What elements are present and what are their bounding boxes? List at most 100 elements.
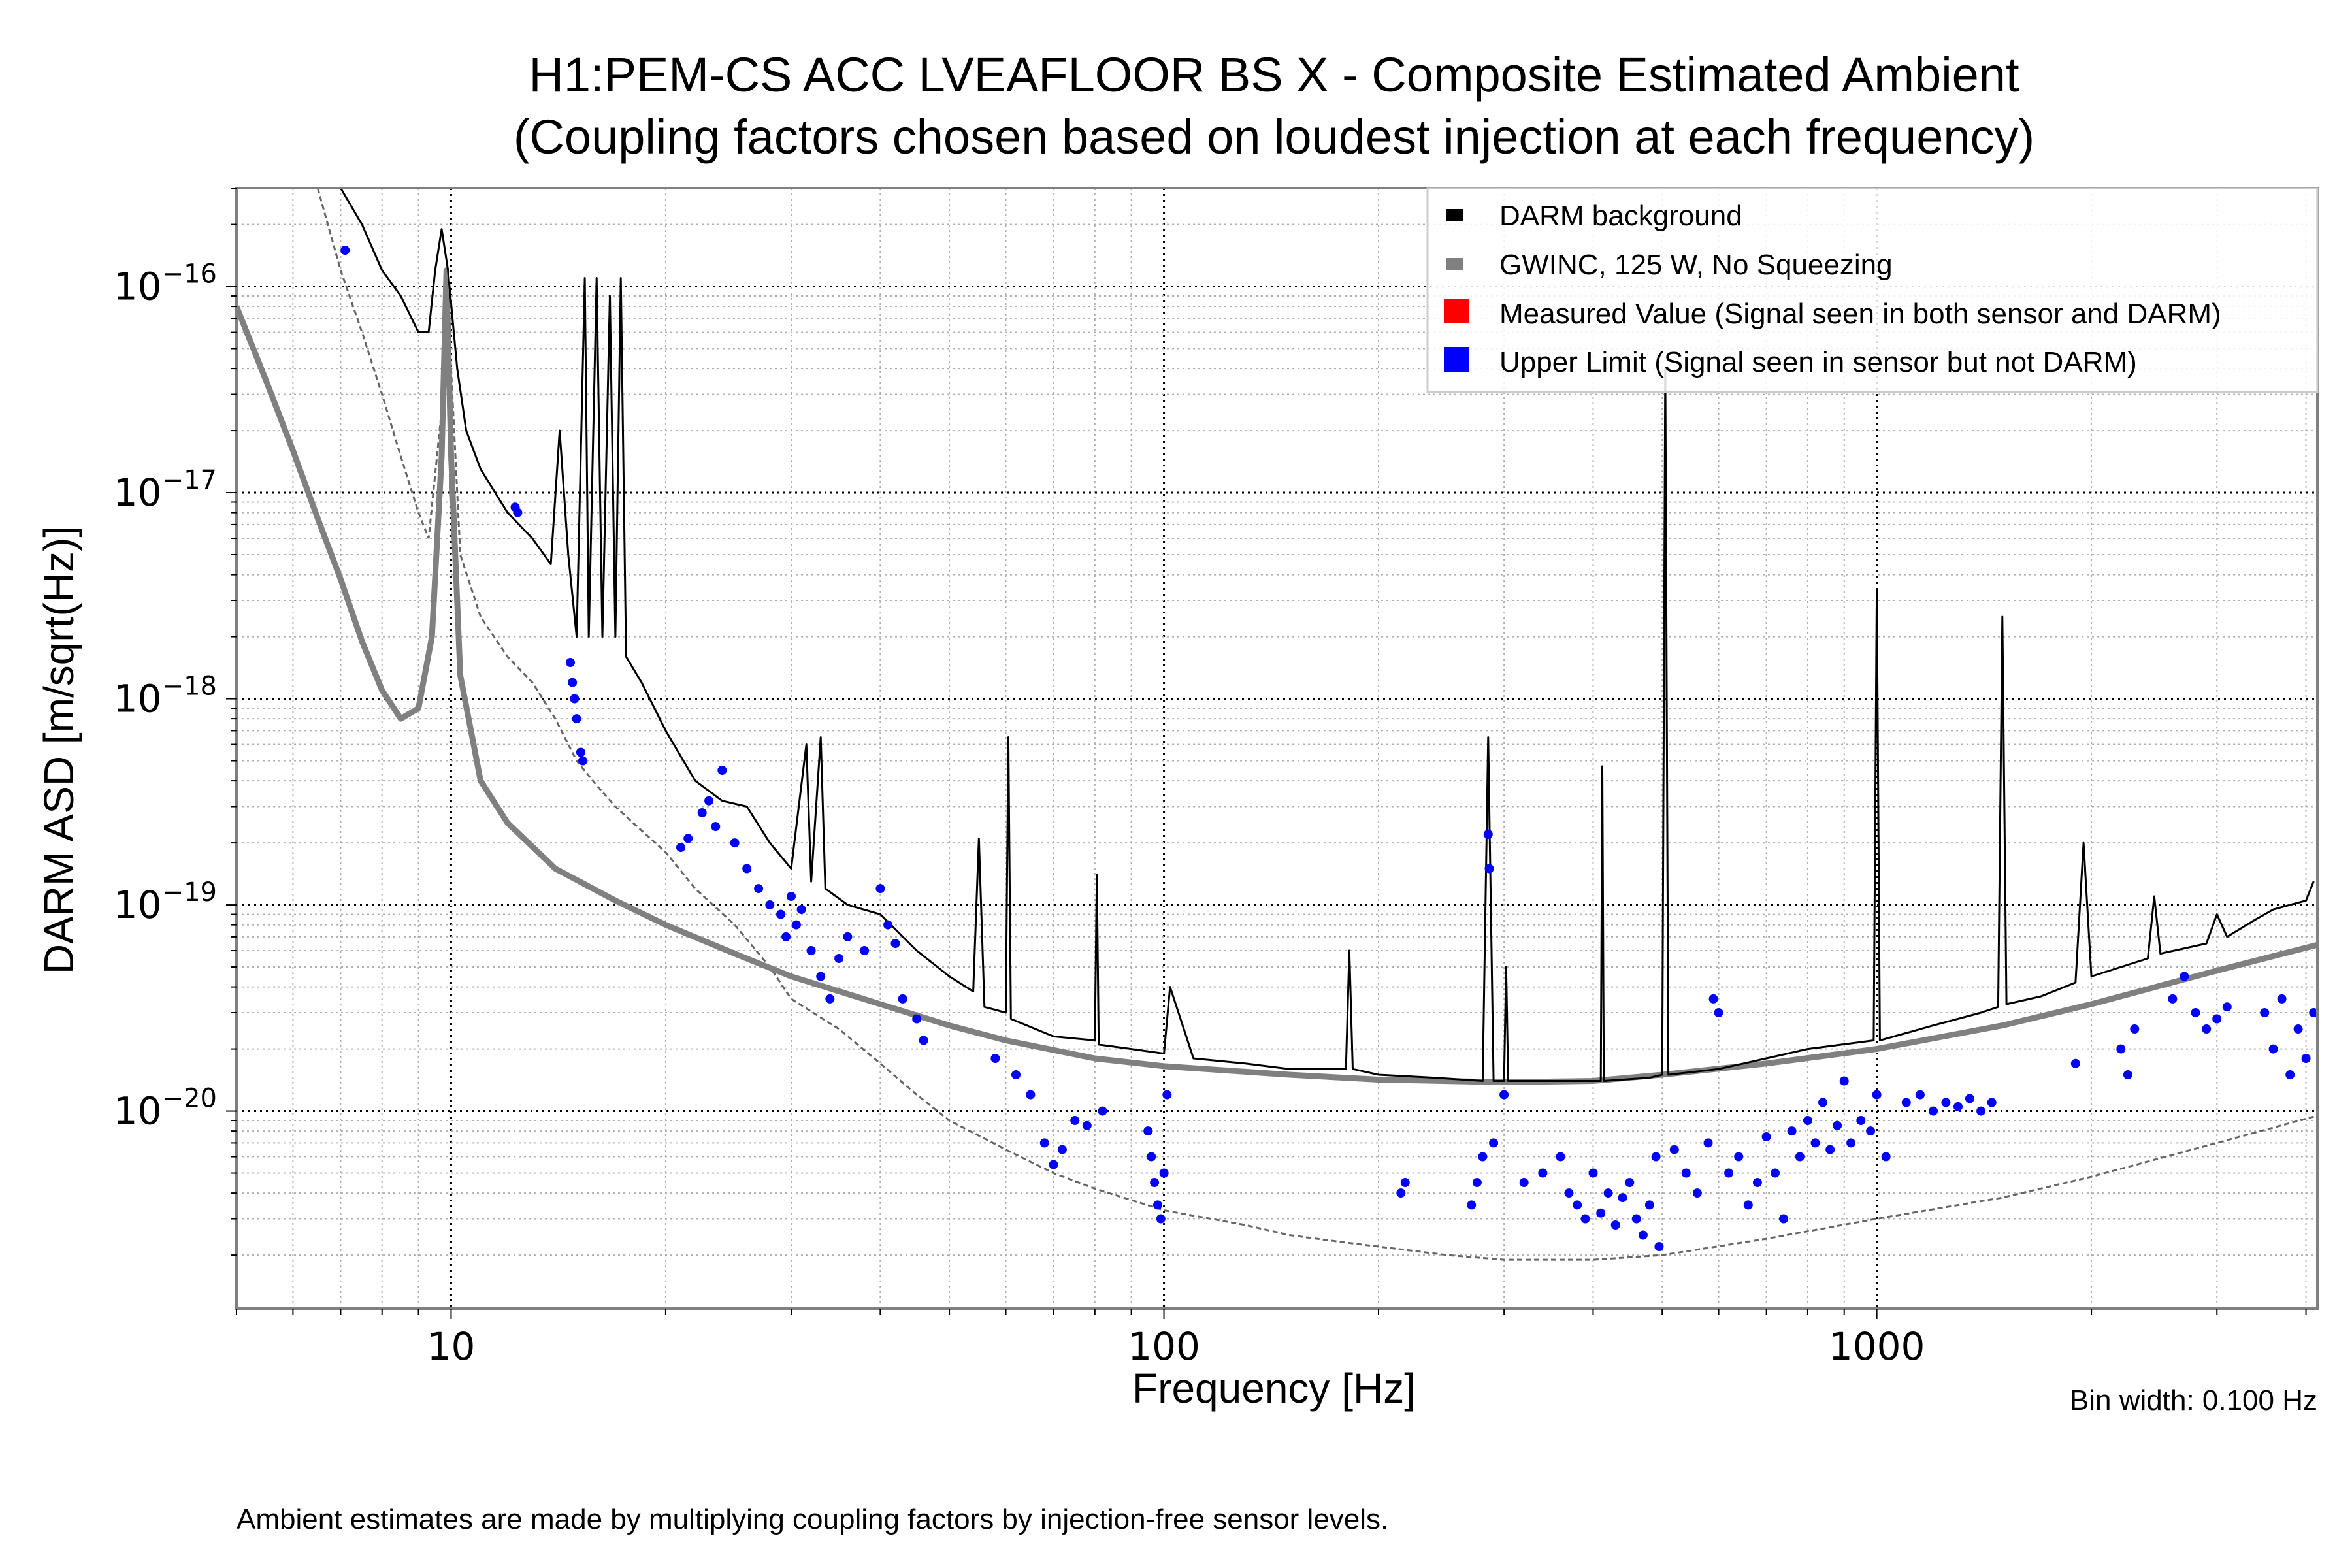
scatter-layer: [340, 246, 2317, 1251]
upper-limit-point: [1839, 1076, 1849, 1086]
upper-limit-point: [1489, 1138, 1499, 1148]
upper-limit-point: [566, 658, 575, 667]
upper-limit-point: [1872, 1090, 1882, 1100]
upper-limit-point: [1162, 1090, 1172, 1100]
y-tick-label: 10−17: [114, 465, 217, 515]
upper-limit-point: [912, 1014, 922, 1024]
upper-limit-point: [883, 920, 893, 930]
upper-limit-point: [1564, 1188, 1574, 1198]
upper-limit-point: [1484, 864, 1494, 874]
upper-limit-point: [765, 900, 775, 909]
upper-limit-point: [1787, 1126, 1797, 1136]
upper-limit-point: [2212, 1014, 2222, 1024]
upper-limit-point: [1651, 1152, 1661, 1162]
upper-limit-point: [796, 905, 806, 915]
upper-limit-point: [2130, 1024, 2140, 1034]
upper-limit-point: [1818, 1098, 1827, 1107]
darm-background-line: [340, 188, 2315, 1082]
x-tick-label: 100: [1128, 1324, 1200, 1369]
x-tick-label: 10: [427, 1324, 476, 1369]
upper-limit-point: [1915, 1090, 1925, 1100]
upper-limit-point: [2277, 994, 2287, 1004]
upper-limit-point: [1795, 1152, 1805, 1162]
y-axis-label: DARM ASD [m/sqrt(Hz)]: [35, 526, 82, 974]
upper-limit-point: [1976, 1106, 1986, 1116]
upper-limit-point: [2070, 1058, 2080, 1068]
upper-limit-point: [1400, 1178, 1410, 1187]
upper-limit-point: [825, 994, 835, 1004]
upper-limit-point: [1779, 1214, 1788, 1224]
legend-swatch-darm: [1446, 209, 1463, 221]
upper-limit-point: [1057, 1145, 1067, 1154]
upper-limit-point: [1580, 1214, 1590, 1224]
upper-limit-point: [1159, 1168, 1169, 1178]
y-tick-label: 10−19: [114, 877, 217, 927]
upper-limit-point: [578, 756, 587, 766]
upper-limit-point: [1070, 1116, 1080, 1125]
upper-limit-point: [1573, 1200, 1582, 1210]
upper-limit-point: [1724, 1168, 1734, 1178]
plot-frame: [235, 187, 2319, 1310]
upper-limit-point: [754, 884, 764, 894]
series-layer: [237, 188, 2317, 1261]
upper-limit-point: [898, 994, 907, 1004]
upper-limit-point: [1734, 1152, 1744, 1162]
upper-limit-point: [1026, 1090, 1036, 1100]
footnote: Ambient estimates are made by multiplyin…: [237, 1503, 1388, 1535]
upper-limit-point: [2301, 1054, 2311, 1063]
upper-limit-point: [1901, 1098, 1911, 1107]
upper-limit-point: [570, 694, 580, 704]
upper-limit-point: [711, 822, 721, 832]
upper-limit-point: [1011, 1070, 1021, 1079]
upper-limit-point: [1039, 1138, 1049, 1148]
upper-limit-point: [1846, 1138, 1856, 1148]
upper-limit-point: [816, 972, 826, 981]
upper-limit-point: [1644, 1200, 1654, 1210]
legend-label-gwinc: GWINC, 125 W, No Squeezing: [1499, 249, 1893, 281]
upper-limit-point: [513, 508, 523, 517]
upper-limit-point: [2168, 994, 2178, 1004]
x-tick-label: 1000: [1829, 1324, 1925, 1369]
upper-limit-point: [806, 946, 816, 955]
upper-limit-point: [776, 909, 785, 919]
upper-limit-point: [717, 766, 727, 775]
upper-limit-point: [2123, 1070, 2132, 1079]
y-tick-label: 10−18: [114, 672, 217, 721]
upper-limit-point: [2285, 1070, 2295, 1079]
upper-limit-point: [2268, 1044, 2278, 1054]
x-axis-label: Frequency [Hz]: [1132, 1365, 1416, 1412]
legend-label-measured: Measured Value (Signal seen in both sens…: [1499, 298, 2221, 330]
upper-limit-point: [1771, 1168, 1780, 1178]
upper-limit-point: [781, 932, 791, 941]
upper-limit-point: [1803, 1116, 1812, 1125]
upper-limit-point: [1499, 1090, 1509, 1100]
grid: [236, 188, 2317, 1309]
legend-swatch-measured: [1444, 299, 1469, 323]
legend-box: [1426, 187, 2319, 393]
chart-subtitle: (Coupling factors chosen based on loudes…: [514, 110, 2034, 164]
upper-limit-point: [1603, 1188, 1613, 1198]
upper-limit-point: [1856, 1116, 1866, 1125]
upper-limit-point: [2260, 1008, 2270, 1017]
upper-limit-point: [742, 864, 752, 874]
upper-limit-point: [1396, 1188, 1406, 1198]
upper-limit-point: [704, 796, 714, 806]
upper-limit-point: [1987, 1098, 1997, 1107]
upper-limit-point: [1681, 1168, 1691, 1178]
upper-limit-point: [1519, 1178, 1529, 1187]
bin-width-note: Bin width: 0.100 Hz: [2070, 1384, 2317, 1416]
upper-limit-point: [1714, 1008, 1723, 1017]
upper-limit-point: [730, 838, 740, 848]
upper-limit-point: [1467, 1200, 1477, 1210]
upper-limit-point: [2180, 972, 2189, 981]
upper-limit-point: [919, 1036, 928, 1045]
upper-limit-point: [568, 678, 578, 687]
upper-limit-point: [2293, 1024, 2303, 1034]
upper-limit-point: [1538, 1168, 1548, 1178]
upper-limit-point: [1654, 1242, 1664, 1251]
upper-limit-point: [860, 946, 870, 955]
upper-limit-point: [1638, 1230, 1648, 1240]
upper-limit-point: [791, 920, 801, 930]
upper-limit-point: [340, 246, 350, 255]
